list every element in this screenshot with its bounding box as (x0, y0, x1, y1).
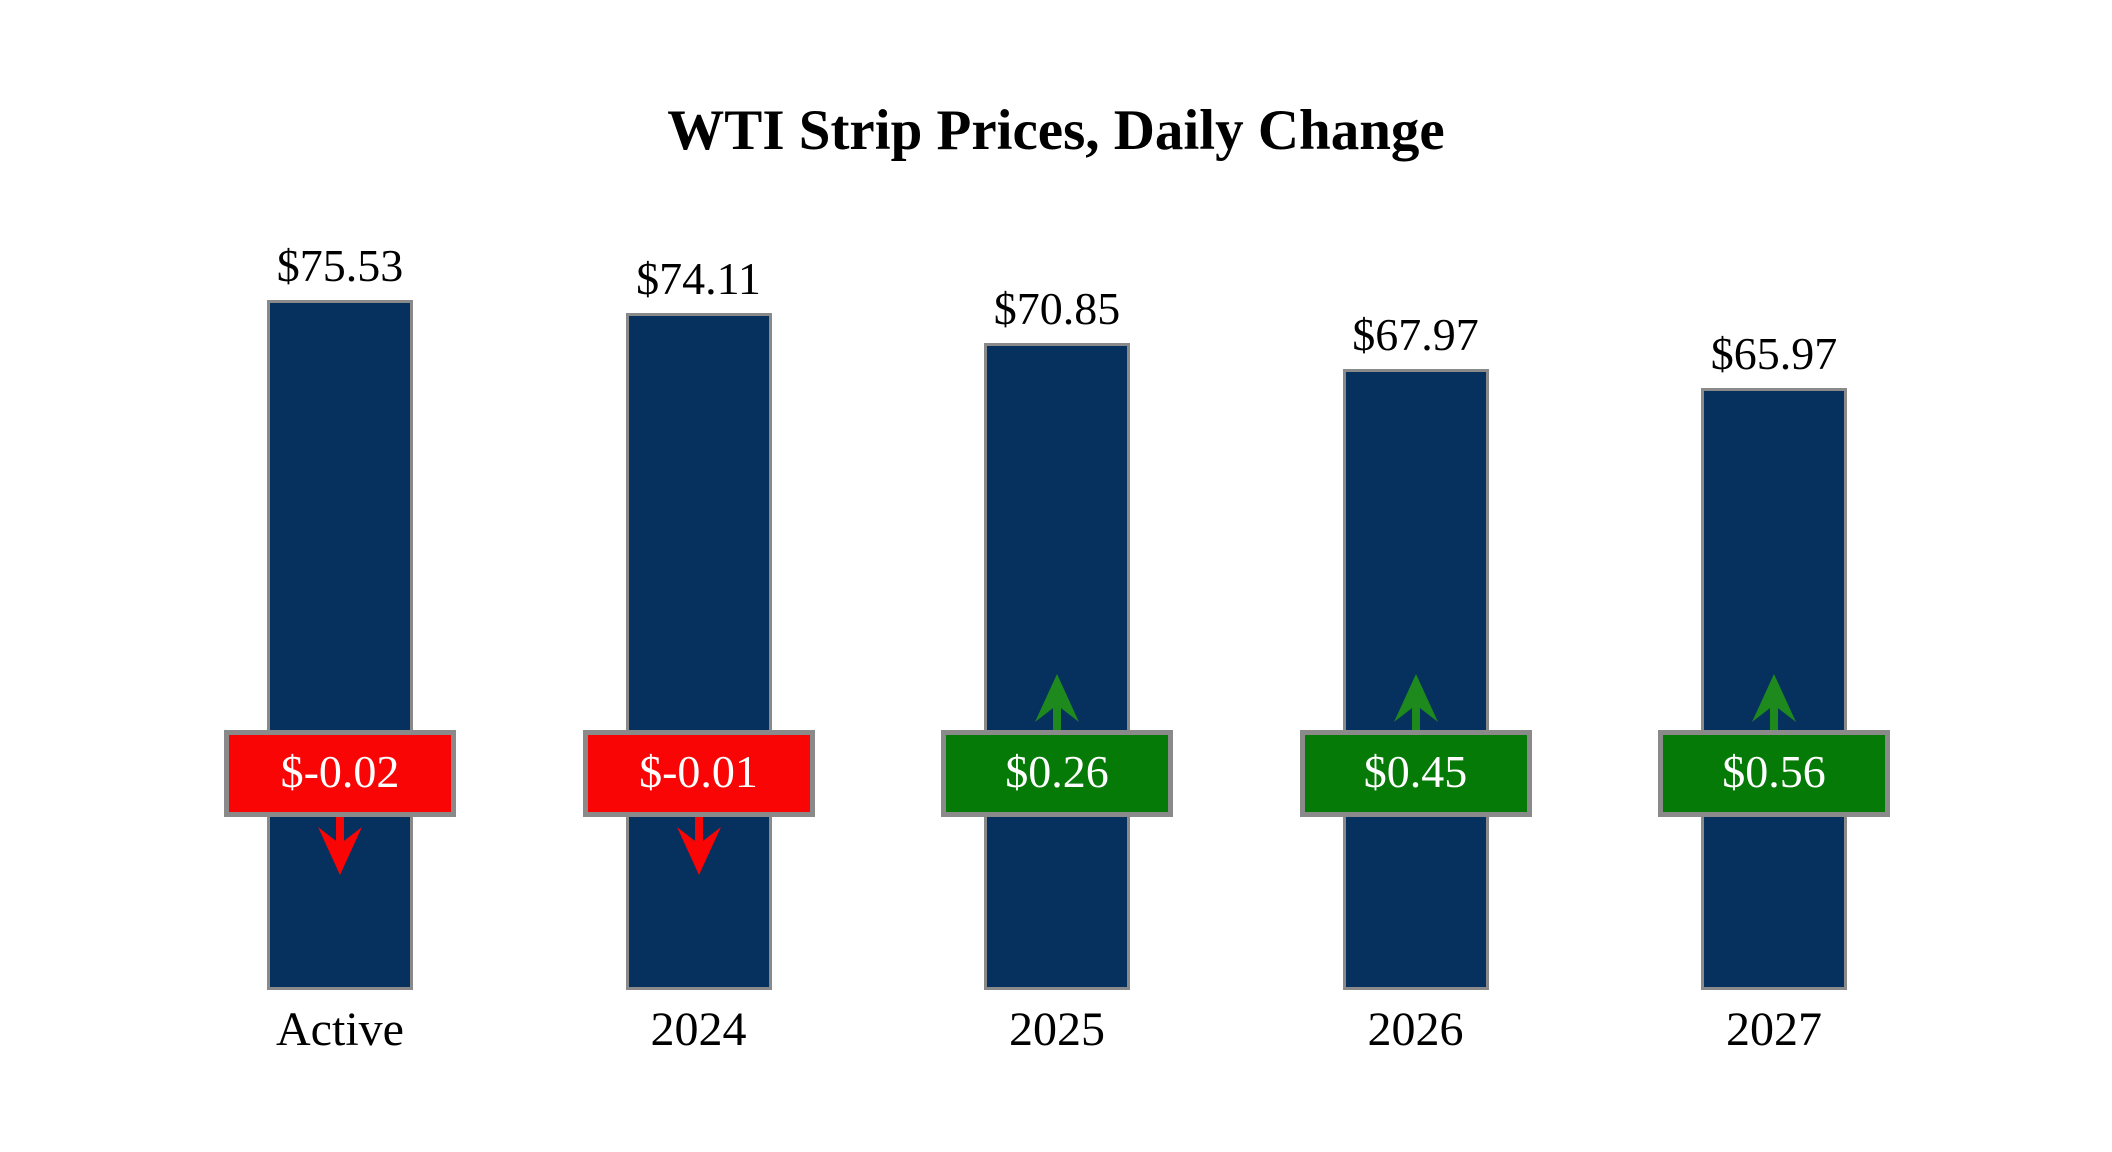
price-label: $74.11 (636, 253, 761, 305)
change-value: $-0.02 (280, 745, 400, 797)
category-label: 2026 (1367, 1003, 1464, 1056)
chart-title: WTI Strip Prices, Daily Change (667, 99, 1445, 162)
category-label: 2024 (650, 1003, 747, 1056)
price-label: $65.97 (1710, 328, 1838, 380)
bar-group-2024: $74.11 $-0.01 2024 (520, 0, 878, 1152)
price-label: $70.85 (993, 283, 1121, 335)
change-value: $0.45 (1363, 745, 1468, 797)
change-badge: $0.56 (1658, 730, 1890, 817)
change-badge: $-0.02 (224, 730, 456, 817)
down-arrow-icon (315, 817, 365, 875)
bar-group-2027: $65.97 $0.56 2027 (1595, 0, 1953, 1152)
up-arrow-icon (1391, 674, 1441, 732)
price-label: $67.97 (1352, 309, 1479, 361)
up-arrow-icon (1032, 674, 1082, 732)
category-label: 2027 (1726, 1003, 1822, 1056)
price-bar (267, 300, 413, 990)
bar-group-2026: $67.97 $0.45 2026 (1237, 0, 1595, 1152)
price-label: $75.53 (276, 240, 404, 292)
price-bar (625, 313, 772, 990)
change-value: $0.56 (1722, 745, 1826, 797)
down-arrow-icon (674, 817, 724, 875)
category-label: Active (276, 1003, 404, 1056)
up-arrow-icon (1749, 674, 1799, 732)
price-bar (984, 343, 1130, 990)
change-badge: $0.26 (941, 730, 1173, 817)
change-value: $-0.01 (639, 745, 758, 797)
change-badge: $0.45 (1299, 730, 1532, 817)
change-value: $0.26 (1005, 745, 1109, 797)
bar-group-active: $75.53 $-0.02 Active (161, 0, 519, 1152)
change-badge: $-0.01 (582, 730, 815, 817)
category-label: 2025 (1009, 1003, 1105, 1056)
bar-group-2025: $70.85 $0.26 2025 (878, 0, 1236, 1152)
